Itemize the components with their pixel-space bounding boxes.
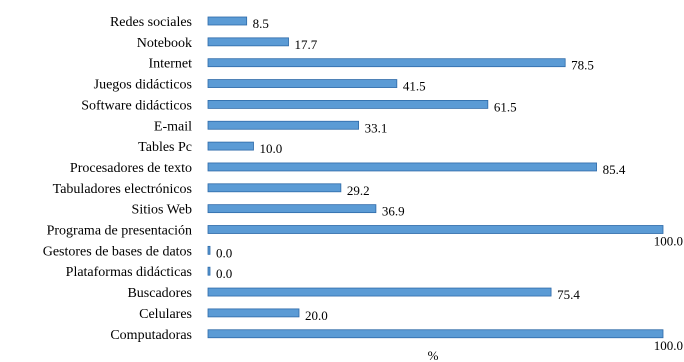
value-label: 10.0 [260,141,283,156]
value-label: 100.0 [654,338,683,353]
bar [207,37,289,47]
category-label: Tabuladores electrónicos [53,182,192,197]
value-label: 36.9 [382,204,405,219]
category-label: Tables Pc [138,140,192,155]
value-labels: 8.5 17.7 78.5 41.5 61.5 33.1 10.0 85.4 29.2 36.9 1… [216,16,683,353]
category-label: Plataformas didácticas [66,265,192,280]
bar [207,183,342,193]
bar [207,287,552,297]
bar [207,141,254,151]
bars [207,16,664,339]
bar [207,120,360,130]
value-label: 8.5 [253,16,269,31]
value-label: 0.0 [216,266,232,281]
category-label: Celulares [139,307,192,322]
bar [207,100,489,109]
category-label: Buscadores [127,286,192,301]
category-label: Notebook [137,36,192,51]
value-label: 85.4 [603,162,626,177]
bar [207,308,300,318]
bar [207,225,664,234]
category-label: Internet [148,57,192,72]
category-label: Procesadores de texto [70,161,192,176]
value-label: 20.0 [305,308,328,323]
category-labels: Redes sociales Notebook Internet Juegos did… [43,15,192,343]
value-label: 17.7 [295,37,318,52]
bar [207,79,398,88]
category-label: E-mail [154,119,192,134]
bar [207,162,597,172]
category-label: Programa de presentación [47,224,192,239]
value-label: 41.5 [403,79,426,94]
bar [207,204,377,214]
value-label: 75.4 [557,287,580,302]
bar [207,245,211,255]
value-label: 0.0 [216,245,232,260]
category-label: Sitios Web [132,203,192,218]
value-label: 100.0 [654,234,683,249]
bar [207,329,664,339]
category-label: Gestores de bases de datos [43,244,192,259]
x-axis-label: % [428,348,439,362]
bar [207,266,211,276]
bar [207,16,248,26]
category-label: Software didácticos [81,98,192,113]
value-label: 78.5 [571,58,594,73]
value-label: 61.5 [494,99,517,114]
value-label: 33.1 [365,120,388,135]
category-label: Computadoras [110,328,192,343]
value-label: 29.2 [347,183,370,198]
category-label: Redes sociales [110,15,192,30]
category-label: Juegos didácticos [94,78,192,93]
bar [207,58,566,68]
